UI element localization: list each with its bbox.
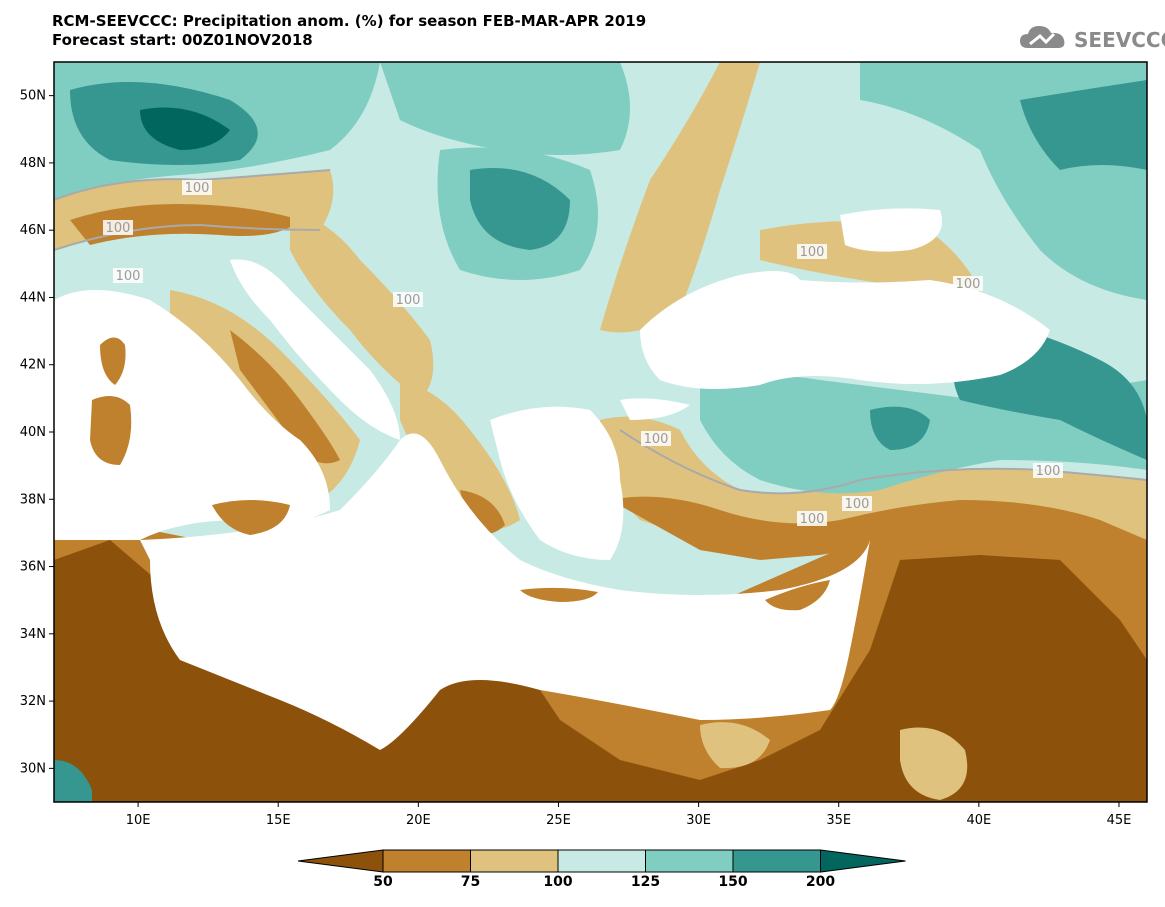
title-line-1: RCM-SEEVCCC: Precipitation anom. (%) for… [52,12,647,30]
contour-100-alps [54,169,331,251]
sea-marmara [620,398,690,420]
title-line-2: Forecast start: 00Z01NOV2018 [52,31,313,49]
colorbar-level-label: 75 [460,874,481,890]
lat-tick-label: 48N [20,156,46,171]
contour-label: 100 [644,432,669,447]
colorbar-level-label: 100 [543,874,573,890]
seevccc-logo: SEEVCCC [1018,22,1165,56]
lon-tick-label: 25E [546,813,571,828]
lon-tick-label: 10E [126,813,151,828]
colorbar-segment [732,849,821,873]
field-dinaric-dry [290,210,434,400]
lat-tick-label: 42N [20,358,46,373]
field-russia-wettest [1020,80,1147,170]
lat-tick-label: 30N [20,761,46,776]
contour-label: 100 [106,221,131,236]
colorbar-level-label: 200 [805,874,836,890]
colorbar-segment [645,849,734,873]
field-anatolia-dry [610,496,1147,600]
contour-label: 100 [396,293,421,308]
colorbar-extend-high [820,849,906,873]
field-italy-drier [230,330,340,464]
island-sicily [212,500,290,535]
field-arabia-moderate [900,727,968,800]
contour-label-bg [842,496,872,511]
lat-tick-label: 32N [20,694,46,709]
contour-label: 100 [1036,464,1061,479]
contour-label-bg [797,511,827,526]
axis-ticks: 30N 32N 34N 36N 38N 40N 42N 44N 46N 48N 50N 10E 15E 2… [20,89,1132,828]
lon-tick-label: 20E [406,813,431,828]
lat-tick-label: 38N [20,492,46,507]
colorbar-level-label: 150 [718,874,748,890]
island-sardinia [90,396,132,465]
field-ukraine-dry-belt [600,62,760,333]
lon-tick-label: 30E [686,813,711,828]
contour-label-bg [953,276,983,291]
field-poland-wet [380,62,630,155]
lon-tick-label: 40E [966,813,991,828]
island-cyprus [765,580,830,611]
logo-text: SEEVCCC [1074,28,1165,52]
contour-label-bg [797,244,827,259]
contour-label-bg [113,268,143,283]
contour-label: 100 [800,512,825,527]
contour-label: 100 [800,245,825,260]
sea-black [640,271,1050,389]
lat-tick-label: 36N [20,560,46,575]
contour-label-bg [641,431,671,446]
field-carpathian-wettest [470,168,570,250]
field-africa-west-wet [54,760,92,802]
field-libya-moderate [700,722,770,769]
sea-adriatic [230,259,400,440]
contour-label: 100 [956,277,981,292]
contour-label-bg [103,220,133,235]
sea-azov [840,208,942,252]
colorbar-segment [557,849,646,873]
sea-aegean [490,406,624,560]
contour-100-anatolia [619,429,1147,495]
contour-label: 100 [185,181,210,196]
contour-label: 100 [116,269,141,284]
contour-label-bg [393,292,423,307]
field-anatolia-patch [870,406,930,450]
contour-label: 100 [845,497,870,512]
sea-central-med [140,433,870,750]
colorbar-level-label: 50 [373,874,393,890]
lat-tick-label: 34N [20,627,46,642]
colorbar-level-label: 125 [630,874,661,890]
cloud-icon [1020,26,1065,48]
contour-label-bg [1033,463,1063,478]
field-greece-dry [400,380,520,530]
field-africa-very-dry [54,540,1147,802]
colorbar-segment [470,849,559,873]
lon-tick-label: 15E [266,813,291,828]
field-germany-core [140,107,230,150]
lon-tick-label: 35E [826,813,851,828]
lat-tick-label: 50N [20,89,46,104]
colorbar-extend-low [297,849,384,873]
island-corsica [100,337,126,385]
lon-tick-label: 45E [1107,813,1132,828]
contour-label-bg [182,180,212,195]
lat-tick-label: 46N [20,223,46,238]
lat-tick-label: 44N [20,290,46,305]
map-field [54,62,1147,802]
colorbar [297,849,906,873]
lat-tick-label: 40N [20,425,46,440]
map-title: RCM-SEEVCCC: Precipitation anom. (%) for… [52,12,646,50]
island-crete [520,587,598,602]
colorbar-segment [382,849,471,873]
contour-labels: 100 100 100 100 100 100 100 100 100 100 [103,180,1063,527]
